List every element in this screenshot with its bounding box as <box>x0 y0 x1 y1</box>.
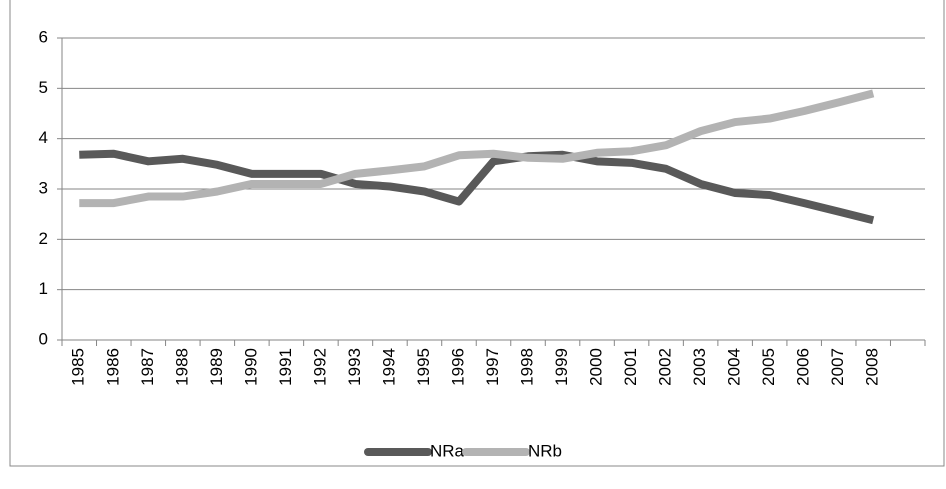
x-tick-label: 2000 <box>587 348 606 386</box>
x-tick-label: 1991 <box>276 348 295 386</box>
x-tick-label: 1998 <box>518 348 537 386</box>
x-tick-label: 1988 <box>172 348 191 386</box>
line-series <box>79 149 875 225</box>
x-tick-label: 2007 <box>828 348 847 386</box>
x-tick-label: 2003 <box>690 348 709 386</box>
legend-label: NRb <box>528 441 562 460</box>
x-tick-label: 2004 <box>725 348 744 386</box>
y-tick-label: 3 <box>39 178 48 197</box>
x-tick-label: 2002 <box>656 348 675 386</box>
x-tick-label: 1985 <box>69 348 88 386</box>
legend-label: NRa <box>430 441 465 460</box>
y-tick-label: 4 <box>39 128 48 147</box>
y-tick-label: 0 <box>39 329 48 348</box>
line-series <box>79 89 875 208</box>
y-tick-label: 1 <box>39 279 48 298</box>
x-tick-label: 1999 <box>552 348 571 386</box>
y-tick-label: 5 <box>39 78 48 97</box>
x-tick-label: 1992 <box>310 348 329 386</box>
x-tick-label: 1986 <box>103 348 122 386</box>
x-tick-label: 1989 <box>207 348 226 386</box>
x-tick-label: 2008 <box>863 348 882 386</box>
x-tick-label: 1994 <box>379 348 398 386</box>
chart-frame <box>9 0 945 467</box>
y-tick-label: 6 <box>39 27 48 46</box>
x-tick-label: 1987 <box>138 348 157 386</box>
x-tick-label: 1996 <box>448 348 467 386</box>
y-tick-label: 2 <box>39 229 48 248</box>
x-tick-label: 1997 <box>483 348 502 386</box>
x-tick-label: 1993 <box>345 348 364 386</box>
x-tick-label: 2006 <box>794 348 813 386</box>
x-tick-label: 2005 <box>759 348 778 386</box>
x-tick-label: 2001 <box>621 348 640 386</box>
x-tick-label: 1995 <box>414 348 433 386</box>
x-tick-label: 1990 <box>241 348 260 386</box>
